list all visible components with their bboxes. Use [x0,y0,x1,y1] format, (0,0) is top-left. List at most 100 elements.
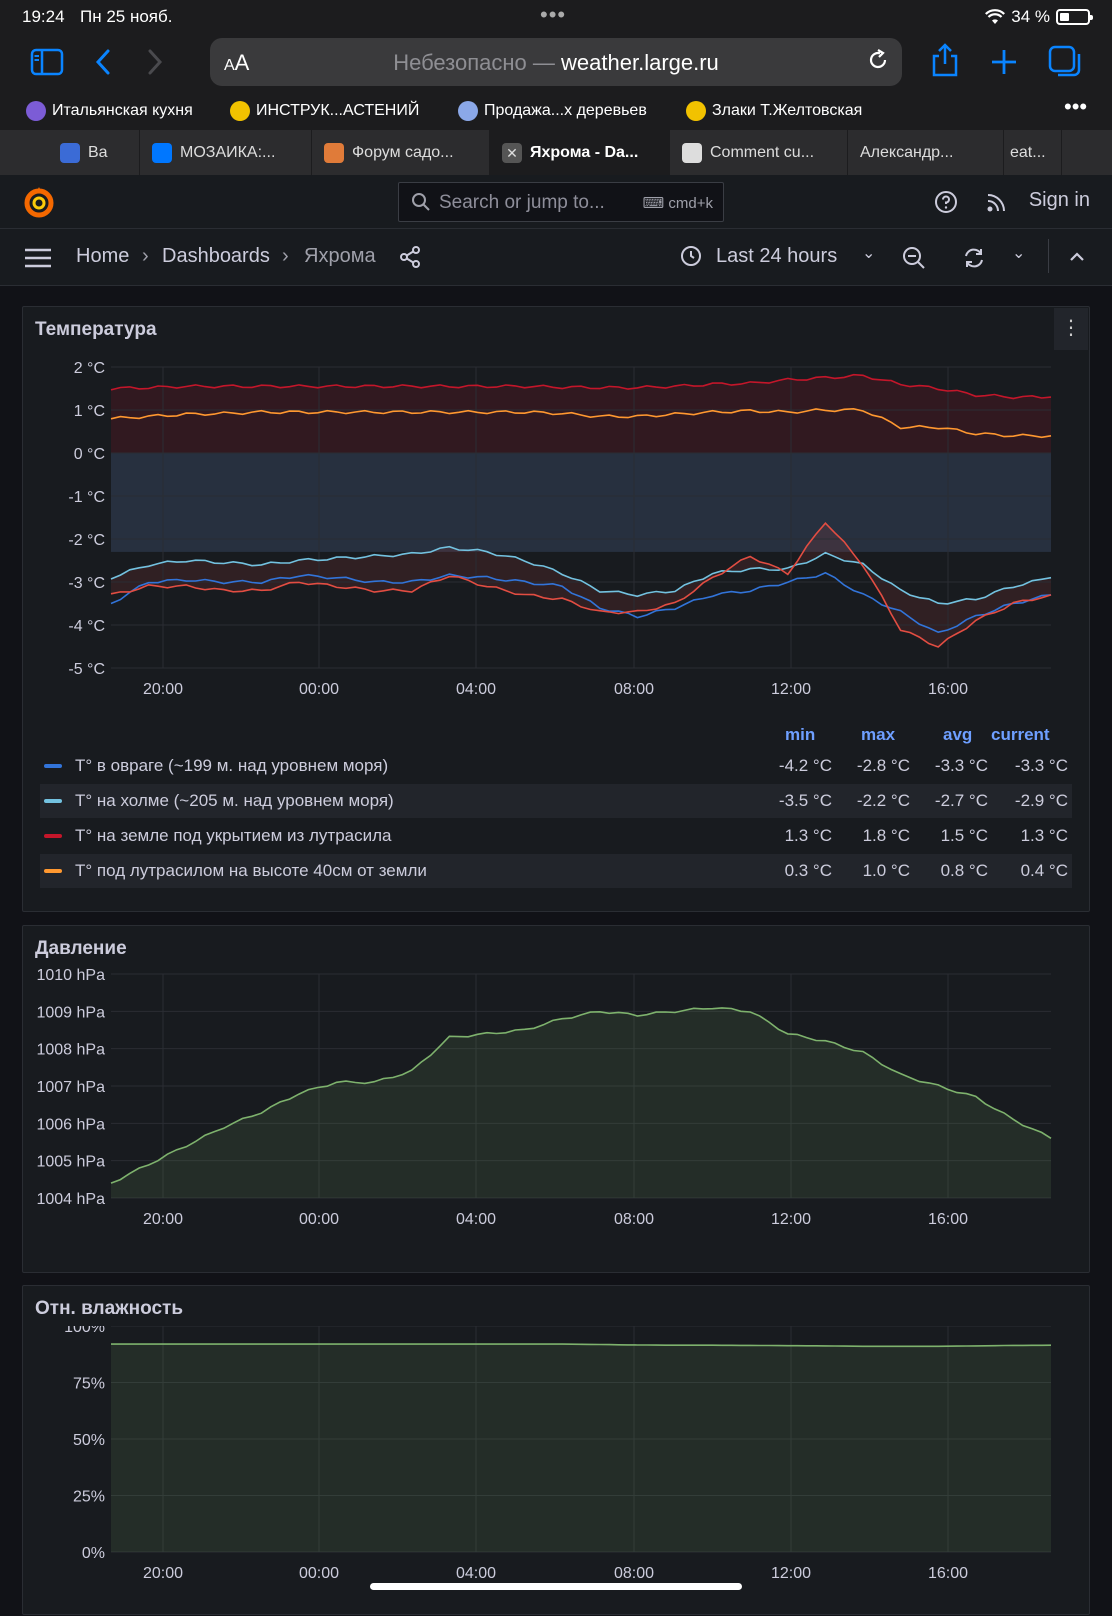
y-tick-label: 1009 hPa [36,1004,105,1021]
x-tick-label: 04:00 [456,681,496,698]
clock-icon [681,246,701,266]
tabs-overview-icon[interactable] [1048,45,1082,79]
forward-icon[interactable] [146,48,164,76]
legend-header-current[interactable]: current [991,725,1050,744]
bookmark-label: Злаки Т.Желтовская [712,102,863,119]
tab-label: МОЗАИКА:... [180,143,276,161]
x-tick-label: 20:00 [143,1211,183,1228]
legend-series-name[interactable]: T° в овраге (~199 м. над уровнем моря) [75,756,389,775]
home-indicator[interactable] [370,1583,742,1590]
search-icon [412,193,430,211]
browser-tab-active[interactable]: ✕ Яхрома - Da... [490,130,670,175]
pressure-chart[interactable]: 1010 hPa 1009 hPa 1008 hPa 1007 hPa 1006 hPa… [23,966,1089,1266]
share-icon[interactable] [930,42,960,78]
bookmark-item[interactable]: Продажа...х деревьев [458,101,647,121]
x-tick-label: 00:00 [299,1211,339,1228]
legend-header-avg[interactable]: avg [943,725,973,744]
legend-value-max: -2.2 °C [856,791,910,810]
reload-icon[interactable] [866,48,890,72]
panel-menu-icon[interactable]: ⋮ [1054,308,1088,350]
x-tick-label: 04:00 [456,1565,496,1582]
sidebar-icon[interactable] [30,48,64,76]
search-shortcut: ⌨ cmd+k [643,194,713,212]
close-tab-icon[interactable]: ✕ [502,142,522,163]
rss-icon[interactable] [986,191,1008,213]
y-tick-label: 1010 hPa [36,967,105,984]
y-tick-label: -5 °C [68,661,105,678]
x-tick-label: 00:00 [299,1565,339,1582]
humidity-chart[interactable]: 100% 75% 50% 25% 0% 20:00 00:00 04:00 08:00 12:00… [23,1326,1089,1616]
reader-aa-button[interactable]: AAAA [224,50,250,75]
legend-value-min: -3.5 °C [778,791,832,810]
multitask-dots-icon[interactable]: ••• [540,2,567,27]
new-tab-icon[interactable] [990,48,1018,76]
more-bookmarks-icon[interactable]: ••• [1064,94,1088,119]
temperature-chart[interactable]: 2 °C 1 °C 0 °C -1 °C -2 °C -3 °C -4 °C -5 °C 20:… [23,347,1089,717]
bookmark-label: Продажа...х деревьев [484,102,647,119]
legend-header-min[interactable]: min [785,725,816,744]
refresh-interval-chevron-icon[interactable]: ⌄ [1012,245,1026,262]
sign-in-link[interactable]: Sign in [1028,189,1090,211]
legend-series-name[interactable]: T° на земле под укрытием из лутрасила [75,826,392,845]
legend-row[interactable]: T° на холме (~205 м. над уровнем моря) -3… [40,784,1072,818]
legend-header-max[interactable]: max [861,725,896,744]
search-placeholder: Search or jump to... [439,192,605,213]
series-line [110,571,1052,634]
forum-favicon-icon [324,142,344,163]
url-text[interactable]: Небезопасно — weather.large.ru [210,50,902,76]
series-line [110,373,1052,400]
legend-swatch [44,834,62,838]
browser-tab[interactable]: eat... [1004,130,1062,175]
series-line [110,407,1052,439]
legend-swatch [44,869,62,873]
wordpress-favicon-icon [60,142,80,163]
browser-tab[interactable]: Александр... [848,130,1004,175]
legend-series-name[interactable]: T° на холме (~205 м. над уровнем моря) [75,791,394,810]
share-icon[interactable] [398,245,422,269]
legend-series-name[interactable]: T° под лутрасилом на высоте 40см от земл… [75,861,427,880]
pressure-panel: Давление 1010 hPa 1009 hPa 1008 hPa 1007 hP… [22,925,1090,1273]
bookmark-item[interactable]: ИНСТРУК...АСТЕНИЙ [230,101,419,121]
legend-table: T° в овраге (~199 м. над уровнем моря) -4… [23,749,1089,907]
x-tick-label: 20:00 [143,681,183,698]
battery-icon [1056,9,1093,25]
panel-title: Давление [35,938,127,959]
legend-value-avg: 0.8 °C [940,861,988,880]
browser-tabs: Ва МОЗАИКА:... Форум садо... ✕ Яхрома - D… [0,130,1112,175]
x-tick-label: 00:00 [299,681,339,698]
breadcrumb-home[interactable]: Home [76,245,130,267]
bookmark-label: Итальянская кухня [52,102,193,119]
bookmark-item[interactable]: Итальянская кухня [26,101,193,121]
legend-value-avg: 1.5 °C [940,826,988,845]
search-input[interactable]: Search or jump to... ⌨ cmd+k [398,182,724,222]
y-tick-label: 2 °C [74,360,105,377]
grafana-topbar: Search or jump to... ⌨ cmd+k Sign in [0,175,1112,229]
legend-value-avg: -2.7 °C [934,791,988,810]
legend-value-current: -3.3 °C [1014,756,1068,775]
help-icon[interactable] [934,190,958,214]
refresh-icon[interactable] [962,246,986,270]
x-tick-label: 08:00 [614,1565,654,1582]
tab-label: Ва [88,143,108,161]
browser-tab[interactable]: Comment cu... [670,130,848,175]
zoom-out-icon[interactable] [902,246,926,270]
browser-tab[interactable]: Ва [48,130,140,175]
bookmark-item[interactable]: Злаки Т.Желтовская [686,101,862,121]
legend-row[interactable]: T° на земле под укрытием из лутрасила 1.3… [40,819,1072,853]
browser-tab[interactable]: МОЗАИКА:... [140,130,312,175]
legend-row[interactable]: T° под лутрасилом на высоте 40см от земл… [40,854,1072,888]
x-tick-label: 04:00 [456,1211,496,1228]
menu-icon[interactable] [24,247,52,269]
legend-swatch [44,764,62,768]
collapse-chevron-up-icon[interactable] [1068,249,1086,263]
browser-tab[interactable]: Форум садо... [312,130,490,175]
y-tick-label: 1 °C [74,403,105,420]
address-bar[interactable]: AAAA Небезопасно — weather.large.ru [210,38,902,86]
wifi-icon [985,9,1006,24]
back-icon[interactable] [94,48,112,76]
grafana-logo-icon[interactable] [22,185,56,219]
y-tick-label: 50% [73,1432,105,1449]
legend-row[interactable]: T° в овраге (~199 м. над уровнем моря) -4… [40,749,1072,783]
breadcrumb-dashboards[interactable]: Dashboards [162,245,270,267]
search-shortcut-label: cmd+k [668,195,713,212]
